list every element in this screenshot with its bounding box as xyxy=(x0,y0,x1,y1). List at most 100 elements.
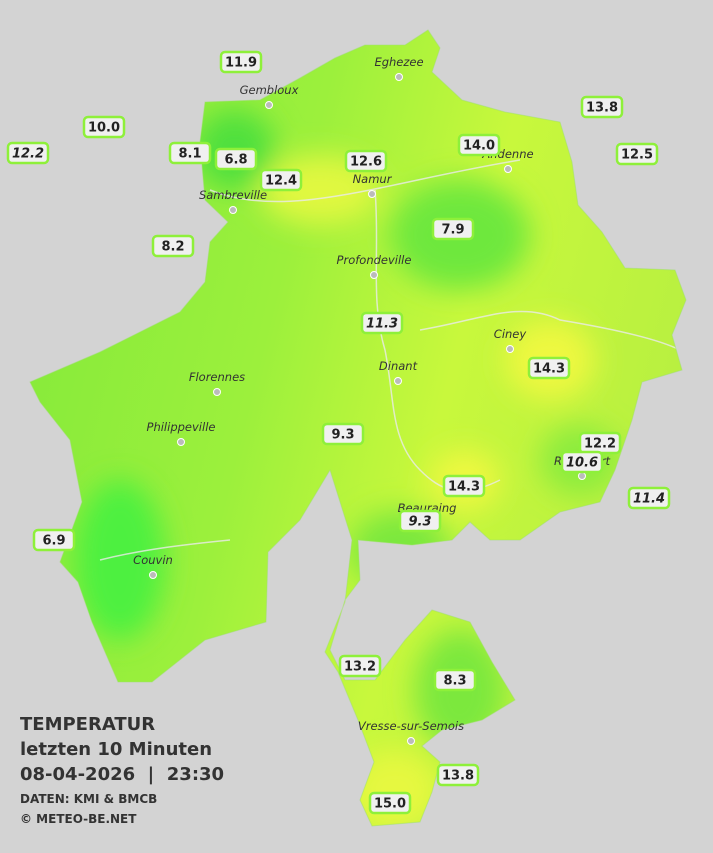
station: 13.2 xyxy=(338,654,382,678)
legend-copyright: © METEO-BE.NET xyxy=(20,812,137,826)
town-label: Couvin xyxy=(133,553,173,567)
town-dot xyxy=(407,737,415,745)
station-value: 13.2 xyxy=(344,660,376,675)
legend-subtitle: letzten 10 Minuten xyxy=(20,739,212,760)
town-dot xyxy=(265,101,273,109)
town-dot xyxy=(229,206,237,214)
station: 7.9 xyxy=(431,217,475,241)
station-value: 6.9 xyxy=(42,534,65,549)
station-value: 12.6 xyxy=(350,155,382,170)
station: 9.3 xyxy=(398,509,442,533)
town-dot xyxy=(506,345,514,353)
station-value: 12.4 xyxy=(265,174,297,189)
town-dot xyxy=(213,388,221,396)
legend: TEMPERATUR letzten 10 Minuten 08-04-2026… xyxy=(20,714,224,826)
town-label: Dinant xyxy=(379,359,418,373)
station-value: 10.6 xyxy=(566,456,598,471)
station-box xyxy=(214,147,258,171)
station-value: 11.4 xyxy=(633,492,665,507)
town-label: Profondeville xyxy=(337,253,412,267)
station-box xyxy=(627,486,671,510)
station-value: 12.5 xyxy=(621,148,653,163)
town-label: Florennes xyxy=(189,370,245,384)
station: 10.0 xyxy=(82,115,126,139)
station-box xyxy=(32,528,76,552)
station-box xyxy=(151,234,195,258)
station: 10.6 xyxy=(560,450,604,474)
town-label: Eghezee xyxy=(374,55,423,69)
station: 13.8 xyxy=(436,763,480,787)
town-dot xyxy=(177,438,185,446)
town-label: Sambreville xyxy=(199,188,267,202)
station-box xyxy=(338,654,382,678)
station-value: 9.3 xyxy=(408,515,431,530)
station-box xyxy=(168,141,212,165)
town-dot xyxy=(149,571,157,579)
station-box xyxy=(398,509,442,533)
station-value: 9.3 xyxy=(331,428,354,443)
station: 14.3 xyxy=(527,356,571,380)
station-box xyxy=(219,50,263,74)
station: 12.5 xyxy=(615,142,659,166)
town-dot xyxy=(394,377,402,385)
station: 14.0 xyxy=(457,133,501,157)
town-label: Ciney xyxy=(494,327,527,341)
station-value: 12.2 xyxy=(584,437,616,452)
station: 8.3 xyxy=(433,668,477,692)
station-box xyxy=(259,168,303,192)
station-box xyxy=(360,311,404,335)
town-dot xyxy=(504,165,512,173)
station: 12.2 xyxy=(6,141,50,165)
station-box xyxy=(82,115,126,139)
station-value: 10.0 xyxy=(88,121,120,136)
station-value: 15.0 xyxy=(374,797,406,812)
station: 8.2 xyxy=(151,234,195,258)
town-dot xyxy=(395,73,403,81)
town-dot xyxy=(368,190,376,198)
station-value: 8.3 xyxy=(443,674,466,689)
station-box xyxy=(580,95,624,119)
station: 6.8 xyxy=(214,147,258,171)
station-value: 8.1 xyxy=(178,147,201,162)
station-box xyxy=(436,763,480,787)
station-value: 13.8 xyxy=(442,769,474,784)
station-box xyxy=(560,450,604,474)
town-dot xyxy=(370,271,378,279)
station-value: 8.2 xyxy=(161,240,184,255)
station: 13.8 xyxy=(580,95,624,119)
station-box xyxy=(321,422,365,446)
station-value: 12.2 xyxy=(12,147,44,162)
legend-datetime: 08-04-2026 | 23:30 xyxy=(20,764,224,785)
station-value: 13.8 xyxy=(586,101,618,116)
town-dot xyxy=(578,472,586,480)
station-box xyxy=(6,141,50,165)
station-box xyxy=(457,133,501,157)
station-box xyxy=(344,149,388,173)
station: 8.1 xyxy=(168,141,212,165)
station-value: 11.3 xyxy=(366,317,398,332)
station-value: 14.0 xyxy=(463,139,495,154)
town-label: Gembloux xyxy=(240,83,299,97)
town-label: Namur xyxy=(353,172,393,186)
station: 11.4 xyxy=(627,486,671,510)
station: 12.4 xyxy=(259,168,303,192)
station: 11.9 xyxy=(219,50,263,74)
station: 11.3 xyxy=(360,311,404,335)
station-value: 6.8 xyxy=(224,153,247,168)
station-box xyxy=(527,356,571,380)
station: 14.3 xyxy=(442,474,486,498)
station-box xyxy=(442,474,486,498)
town-label: Philippeville xyxy=(147,420,216,434)
station: 9.3 xyxy=(321,422,365,446)
station-value: 14.3 xyxy=(533,362,565,377)
station-value: 11.9 xyxy=(225,56,257,71)
station: 12.2 xyxy=(578,431,622,455)
station: 12.6 xyxy=(344,149,388,173)
station: 15.0 xyxy=(368,791,412,815)
station-box xyxy=(431,217,475,241)
station-box xyxy=(368,791,412,815)
station-box xyxy=(433,668,477,692)
station-value: 14.3 xyxy=(448,480,480,495)
station: 6.9 xyxy=(32,528,76,552)
